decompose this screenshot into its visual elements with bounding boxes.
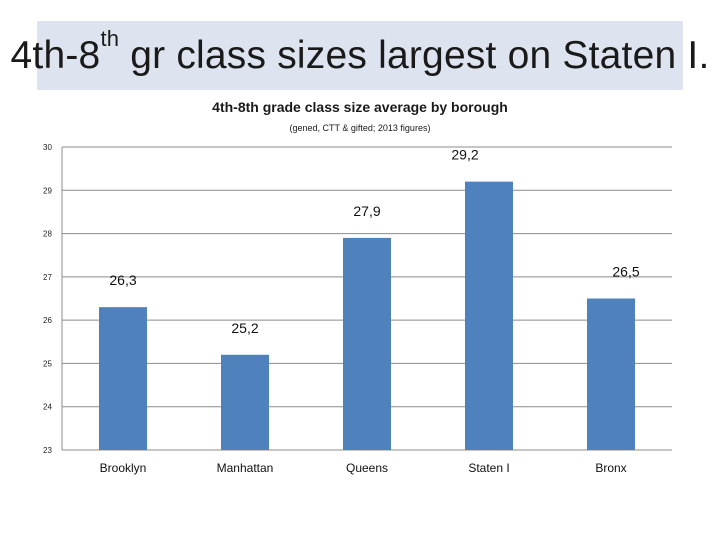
data-label: 29,2 xyxy=(451,147,478,163)
bar xyxy=(343,237,391,450)
y-tick-label: 27 xyxy=(43,273,52,282)
bar xyxy=(99,307,147,450)
slide-title-superscript: th xyxy=(100,25,120,51)
slide-title-main: 4th-8 xyxy=(10,33,101,77)
data-label: 26,5 xyxy=(612,264,639,280)
slide-title-rest: gr class sizes largest on Staten I. xyxy=(119,33,710,77)
x-tick-label: Staten I xyxy=(468,461,509,475)
bar xyxy=(465,181,513,450)
chart-title: 4th-8th grade class size average by boro… xyxy=(212,99,508,115)
y-tick-label: 29 xyxy=(43,186,52,195)
x-tick-label: Brooklyn xyxy=(100,461,147,475)
data-labels: 26,3 25,2 27,9 29,2 26,5 xyxy=(109,147,639,336)
y-tick-label: 24 xyxy=(43,403,52,412)
x-tick-label: Bronx xyxy=(595,461,626,475)
slide-title-band: 4th-8th gr class sizes largest on Staten… xyxy=(11,21,709,90)
y-tick-label: 30 xyxy=(43,143,52,152)
bar xyxy=(221,354,269,450)
chart-subtitle: (gened, CTT & gifted; 2013 figures) xyxy=(290,123,431,133)
y-tick-label: 23 xyxy=(43,446,52,455)
data-label: 26,3 xyxy=(109,272,136,288)
data-label: 25,2 xyxy=(231,320,258,336)
y-axis-ticks: 30 29 28 27 26 25 24 23 xyxy=(43,143,52,455)
y-tick-label: 26 xyxy=(43,316,52,325)
slide-title: 4th-8th gr class sizes largest on Staten… xyxy=(10,27,710,78)
y-tick-label: 25 xyxy=(43,359,52,368)
x-tick-label: Manhattan xyxy=(217,461,274,475)
y-tick-label: 28 xyxy=(43,230,52,239)
x-tick-label: Queens xyxy=(346,461,388,475)
bars xyxy=(99,181,635,450)
bar xyxy=(587,298,635,450)
data-label: 27,9 xyxy=(353,203,380,219)
x-axis-ticks: Brooklyn Manhattan Queens Staten I Bronx xyxy=(100,461,627,475)
